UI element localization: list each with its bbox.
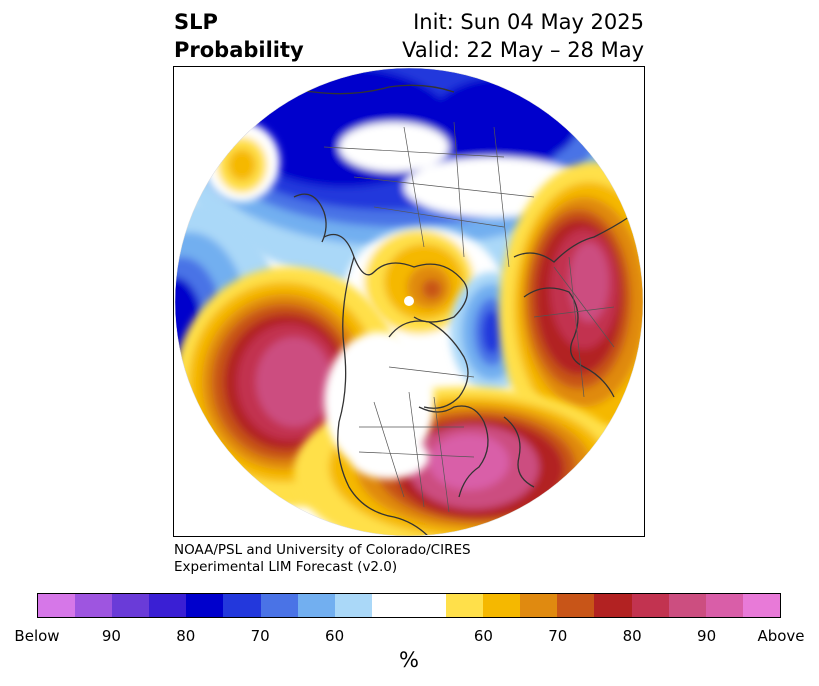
colorbar xyxy=(37,593,781,618)
colorbar-cell xyxy=(668,594,706,617)
colorbar-cell xyxy=(705,594,743,617)
credit-line1: NOAA/PSL and University of Colorado/CIRE… xyxy=(174,542,471,558)
colorbar-cell xyxy=(112,594,150,617)
title-variable: SLP xyxy=(174,10,218,34)
colorbar-tick-label: 60 xyxy=(473,627,493,645)
colorbar-tick-label: 70 xyxy=(548,627,568,645)
colorbar-cell xyxy=(149,594,187,617)
map-edge xyxy=(174,67,644,536)
title-left: SLP Probability xyxy=(174,8,304,64)
map-panel xyxy=(173,66,645,537)
colorbar-tick-label: 80 xyxy=(622,627,642,645)
colorbar-cell xyxy=(483,594,521,617)
colorbar-tick-label: 80 xyxy=(176,627,196,645)
colorbar-cell xyxy=(520,594,558,617)
colorbar-cell xyxy=(557,594,595,617)
colorbar-tick-label: Above xyxy=(757,627,805,645)
valid-range: Valid: 22 May – 28 May xyxy=(402,38,644,62)
title-type: Probability xyxy=(174,38,304,62)
colorbar-tick-label: Below xyxy=(14,627,60,645)
colorbar-cell xyxy=(371,594,409,617)
colorbar-tick-label: 90 xyxy=(697,627,717,645)
init-date: Init: Sun 04 May 2025 xyxy=(413,10,644,34)
colorbar-cell xyxy=(260,594,298,617)
colorbar-cell xyxy=(75,594,113,617)
high-pressure-pacific xyxy=(175,267,404,507)
colorbar-unit-label: % xyxy=(399,648,419,672)
colorbar-cell xyxy=(38,594,76,617)
credit: NOAA/PSL and University of Colorado/CIRE… xyxy=(174,542,471,576)
polar-map xyxy=(174,67,644,536)
colorbar-cell xyxy=(408,594,447,617)
borders xyxy=(323,121,615,513)
colorbar-cell xyxy=(186,594,224,617)
colorbar-cell xyxy=(334,594,372,617)
high-pressure-nw xyxy=(204,122,280,202)
colorbar-tick-label: 70 xyxy=(250,627,270,645)
colorbar-cell xyxy=(446,594,484,617)
title-right: Init: Sun 04 May 2025 Valid: 22 May – 28… xyxy=(402,8,644,64)
neutral-north-america xyxy=(324,332,434,479)
colorbar-tick-label: 90 xyxy=(101,627,121,645)
colorbar-tick-label: 60 xyxy=(325,627,345,645)
colorbar-cell xyxy=(631,594,669,617)
colorbar-cell xyxy=(223,594,261,617)
credit-line2: Experimental LIM Forecast (v2.0) xyxy=(174,559,398,575)
pole-marker xyxy=(404,296,414,306)
colorbar-cell xyxy=(297,594,335,617)
colorbar-cell xyxy=(594,594,632,617)
colorbar-cell xyxy=(742,594,780,617)
